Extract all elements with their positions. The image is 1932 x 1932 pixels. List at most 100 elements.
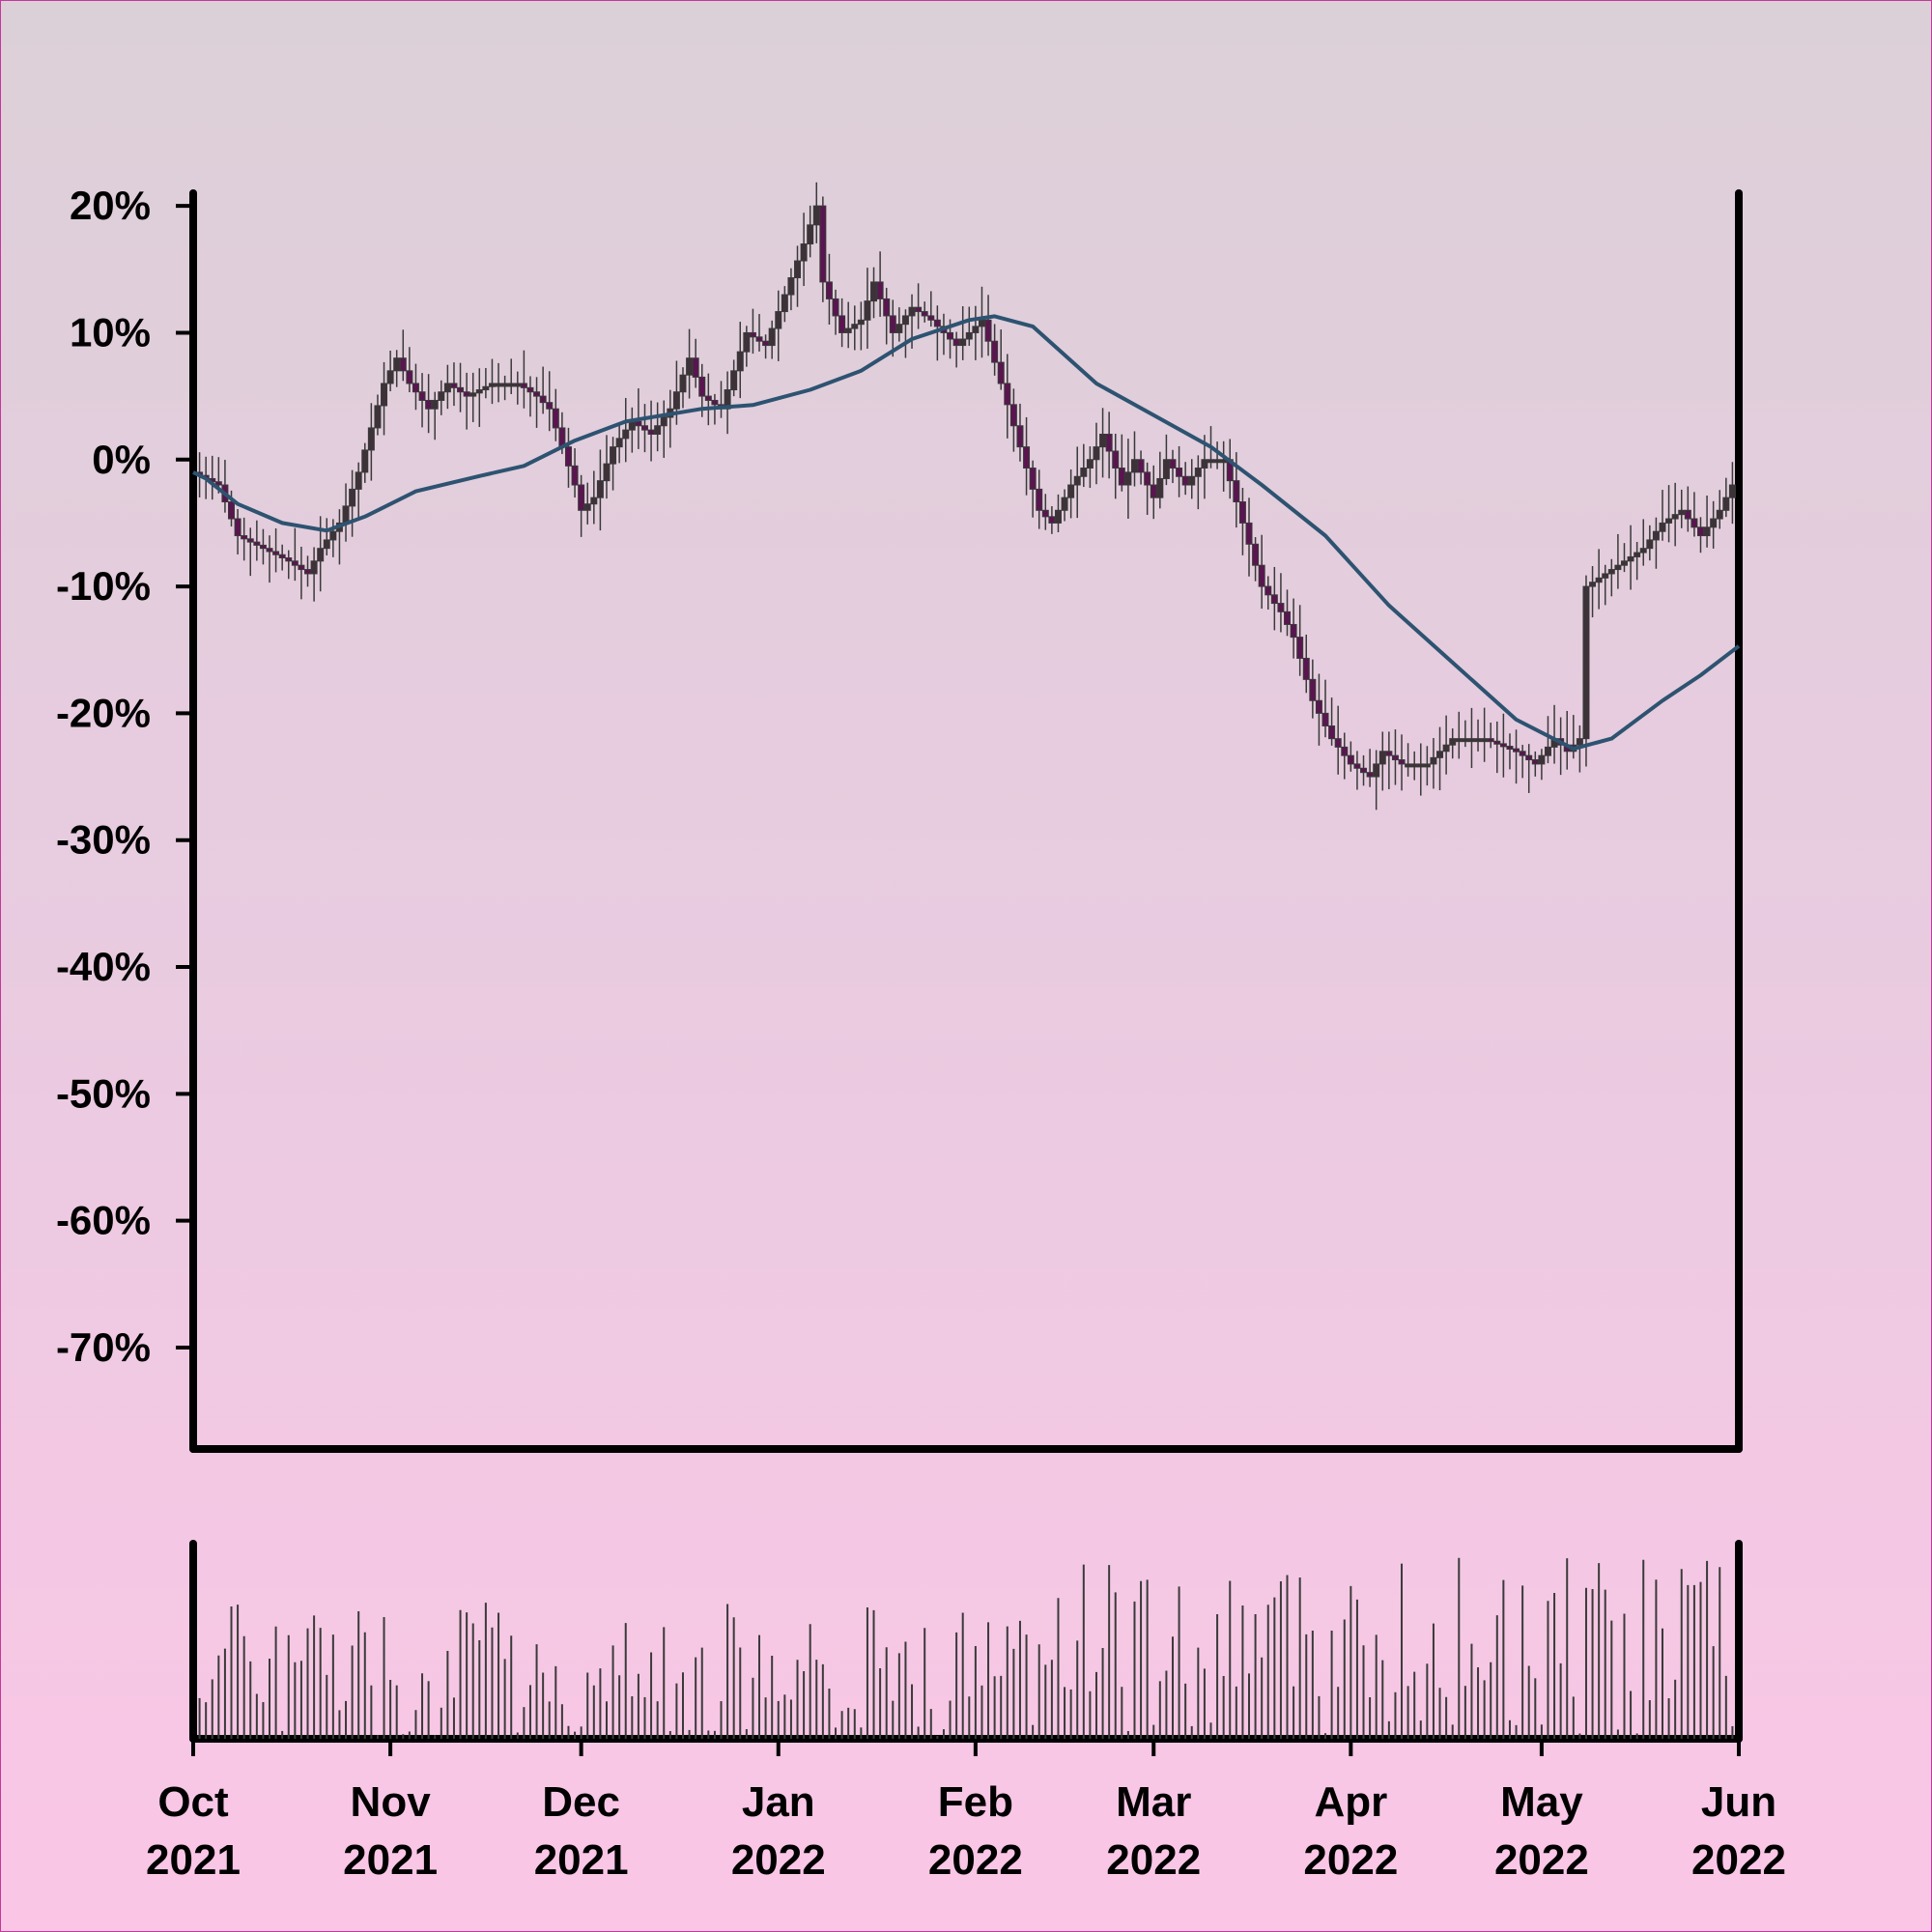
candle-body [1722,497,1730,511]
x-axis: Oct 2021 Nov 2021 Dec 2021 Jan 2022 Feb 2022 Mar 20… [146,1739,1786,1884]
candle-body [564,446,572,467]
candle-body [1481,738,1489,743]
candle-body [1347,754,1354,765]
candle-body [1576,738,1583,746]
candle-body [323,539,330,550]
candle-body [1462,738,1469,743]
candle-body [1436,751,1444,758]
y-tick-label: 20% [70,183,151,228]
candle-body [1455,738,1463,743]
candle-body [1315,699,1322,714]
candle-body [686,357,694,376]
candle-body [418,391,426,401]
candle-body [1385,751,1393,756]
candle-body [972,326,980,333]
candle-body [1137,459,1145,473]
x-tick-year: 2022 [1494,1836,1589,1884]
y-tick-label: -30% [56,817,151,863]
candle-body [1728,484,1736,498]
x-tick-year: 2022 [1106,1836,1201,1884]
candle-body [1296,637,1304,659]
candle-body [406,370,413,384]
candle-body [1506,746,1514,751]
candle-body [1328,725,1336,740]
candle-body [450,383,458,388]
candle-body [1290,623,1297,639]
candle-body [259,544,267,550]
candle-body [1176,468,1183,477]
candle-body [775,311,782,329]
candle-body [984,319,992,342]
candle-body [457,386,465,393]
candle-body [1073,475,1081,486]
candle-body [781,294,788,313]
x-tick-year: 2021 [534,1836,629,1884]
x-tick-month: Oct [157,1778,229,1826]
candle-body [1366,772,1374,778]
candle-body [1238,501,1246,524]
candle-body [1703,526,1711,537]
candle-body [1659,522,1666,532]
y-tick-label: -70% [56,1324,151,1370]
candle-body [1124,471,1132,486]
candle-body [571,465,579,486]
candle-body [1150,484,1157,498]
candle-body [736,351,744,372]
candle-body [412,383,419,393]
candle-body [1690,518,1698,528]
candle-body [1016,425,1024,448]
candle-body [1716,509,1723,520]
moving-average-line [192,314,1741,752]
x-tick-month: Jun [1701,1778,1776,1826]
candle-body [743,331,751,353]
candle-body [864,300,871,321]
candle-body [895,324,903,333]
candle-body [615,438,623,448]
candle-body [1112,450,1120,469]
candle-body [272,551,280,555]
candle-body [298,564,305,571]
candle-body [933,319,941,327]
candle-body [844,327,852,333]
x-tick-month: Jan [742,1778,815,1826]
candle-body [1009,404,1017,427]
candle-body [533,391,541,397]
candle-body [355,471,362,490]
candle-body [628,420,636,431]
candle-body [1602,573,1609,579]
candle-body [1086,459,1094,469]
candle-body [596,480,604,498]
candle-body [921,311,928,317]
candle-body [1302,657,1310,680]
y-tick-label: 10% [70,309,151,355]
candle-body [234,518,242,537]
candle-body [991,340,999,363]
x-tick-month: Apr [1314,1778,1387,1826]
candle-body [475,389,483,394]
candle-body [214,481,222,486]
candle-body [819,205,827,283]
candle-body [1678,509,1686,516]
candle-body [590,497,598,505]
candle-body [1398,759,1406,765]
candle-body [603,463,611,482]
candle-body [672,391,680,410]
x-tick-month: May [1500,1778,1583,1826]
candle-body [1627,555,1634,562]
candle-body [1493,740,1501,745]
candle-body [1634,552,1641,557]
candle-body [915,306,923,313]
x-tick-month: Mar [1116,1778,1191,1826]
candle-body [1582,585,1590,740]
candle-body [1041,509,1049,518]
candle-body [241,535,248,540]
candle-body [1099,433,1107,448]
candle-body [635,420,642,427]
candle-body [1696,526,1704,537]
candle-body [1665,518,1673,524]
x-tick-year: 2022 [1691,1836,1786,1884]
candle-body [1373,763,1380,778]
candle-body [266,548,273,553]
candle-body [463,391,470,397]
candle-body [622,429,630,440]
